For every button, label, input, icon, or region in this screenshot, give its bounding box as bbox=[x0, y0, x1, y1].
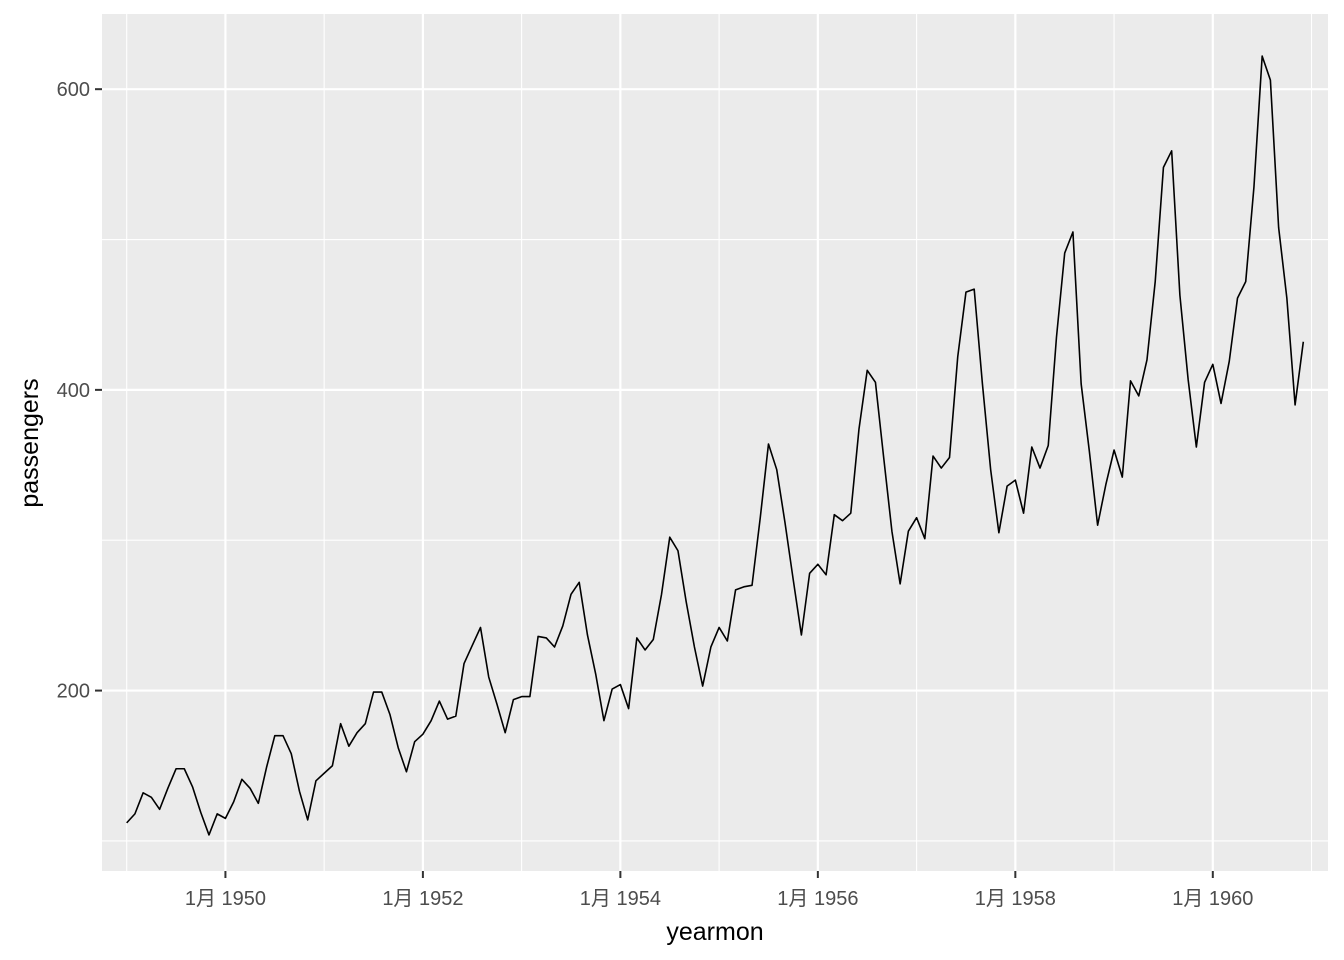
x-tick-label: 1月 1958 bbox=[975, 888, 1056, 910]
x-tick-label: 1月 1960 bbox=[1172, 888, 1253, 910]
y-major-gridlines bbox=[102, 88, 1328, 692]
x-tick-label: 1月 1952 bbox=[382, 888, 463, 910]
y-axis-ticks: 200 400 600 bbox=[57, 79, 102, 703]
x-tick-label: 1月 1956 bbox=[777, 888, 858, 910]
y-tick-label: 600 bbox=[57, 79, 90, 101]
x-tick-label: 1月 1950 bbox=[185, 888, 266, 910]
plot-panel bbox=[102, 14, 1328, 871]
x-axis-ticks: 1月 1950 1月 1952 1月 1954 1月 1956 1月 1958 1月 19… bbox=[185, 871, 1253, 910]
x-axis-title: yearmon bbox=[666, 918, 763, 946]
y-tick-label: 400 bbox=[57, 380, 90, 402]
passengers-series-line bbox=[126, 55, 1305, 836]
y-minor-gridlines bbox=[102, 238, 1328, 842]
y-axis-title: passengers bbox=[16, 378, 44, 507]
x-minor-gridlines bbox=[126, 14, 1313, 871]
x-tick-label: 1月 1954 bbox=[580, 888, 661, 910]
y-tick-label: 200 bbox=[57, 681, 90, 703]
x-major-gridlines bbox=[224, 14, 1214, 871]
